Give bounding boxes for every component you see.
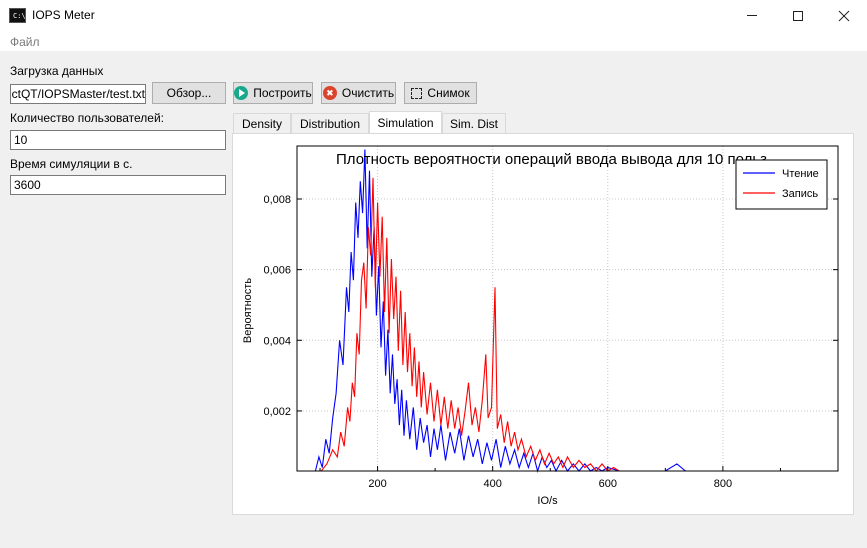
sim-time-label: Время симуляции в с. (10, 157, 133, 171)
tab-panel-simulation (232, 133, 854, 515)
browse-button[interactable]: Обзор... (152, 82, 226, 104)
clear-icon: ✖ (322, 86, 337, 100)
terminal-icon: C:\ (9, 8, 26, 23)
title-bar: C:\ IOPS Meter (0, 0, 867, 31)
build-button[interactable]: Построить (233, 82, 313, 104)
sim-time-input[interactable]: 3600 (10, 175, 226, 195)
clear-button[interactable]: ✖ Очистить (321, 82, 396, 104)
tab-distribution[interactable]: Distribution (291, 113, 369, 134)
users-label: Количество пользователей: (10, 111, 164, 125)
menu-bar: Файл (0, 31, 867, 51)
window-title: IOPS Meter (32, 8, 95, 22)
maximize-icon (793, 10, 803, 21)
tab-sim-dist[interactable]: Sim. Dist (442, 113, 506, 134)
close-icon (838, 10, 850, 21)
load-data-label: Загрузка данных (10, 64, 104, 78)
users-input[interactable]: 10 (10, 130, 226, 150)
minimize-button[interactable] (729, 0, 775, 31)
snapshot-icon (411, 87, 423, 99)
snapshot-button[interactable]: Снимок (404, 82, 477, 104)
maximize-button[interactable] (775, 0, 821, 31)
close-button[interactable] (821, 0, 867, 31)
minimize-icon (747, 15, 757, 16)
menu-file[interactable]: Файл (10, 35, 40, 49)
play-icon (234, 86, 249, 100)
tab-density[interactable]: Density (233, 113, 291, 134)
file-path-input[interactable]: ctQT/IOPSMaster/test.txt (10, 84, 146, 104)
tab-simulation[interactable]: Simulation (369, 111, 442, 134)
